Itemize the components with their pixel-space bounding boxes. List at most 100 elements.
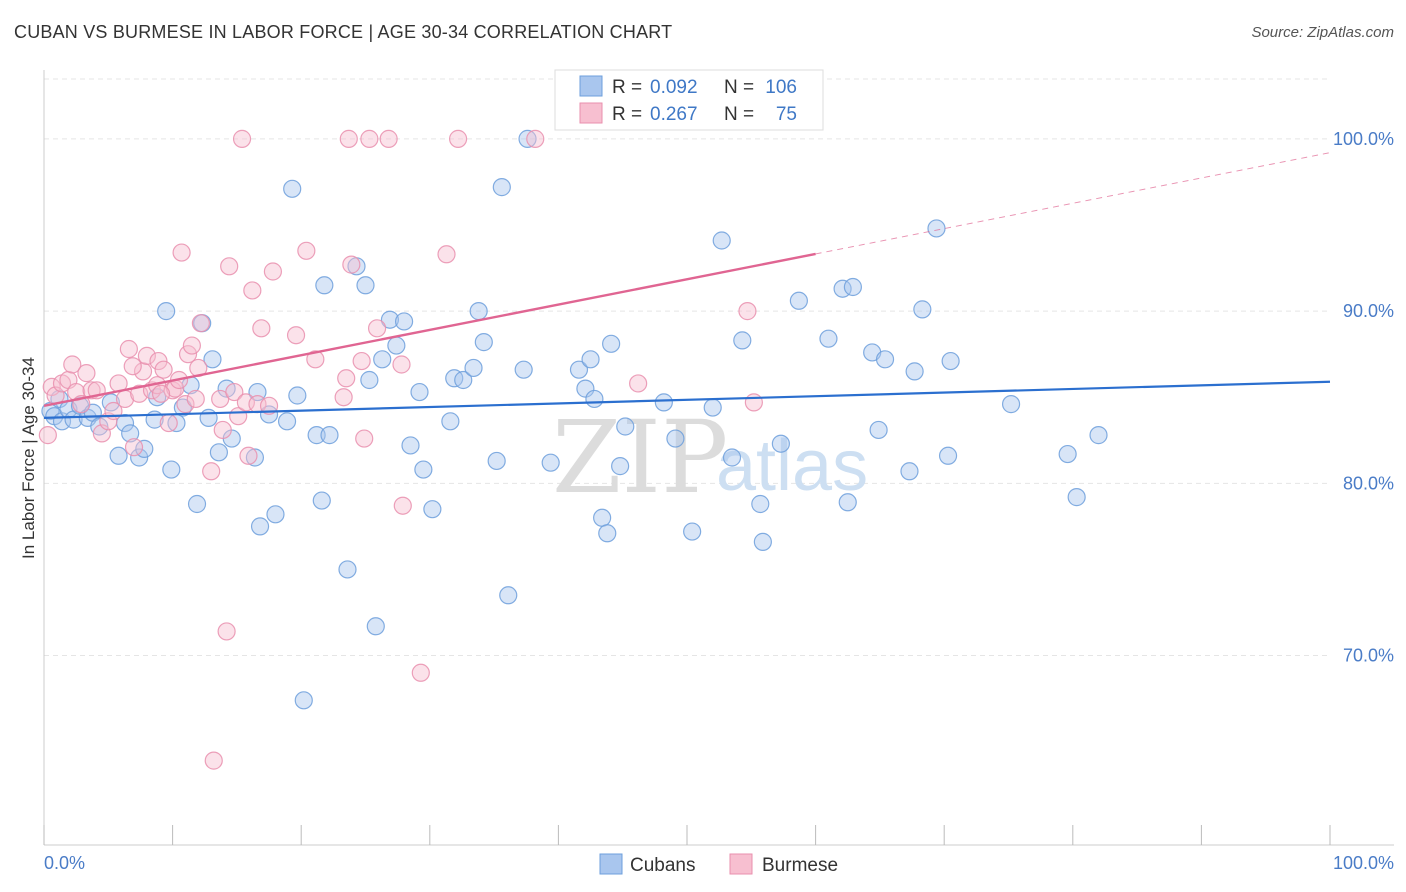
watermark-zip: ZIP <box>552 399 728 516</box>
burmese-trend-extension <box>815 152 1331 255</box>
cubans-point <box>366 617 385 636</box>
cubans-point <box>1067 488 1086 507</box>
cubans-point <box>927 219 946 238</box>
cubans-point <box>602 334 621 353</box>
burmese-point <box>243 281 262 300</box>
burmese-point <box>236 393 256 412</box>
cubans-point <box>387 336 406 355</box>
burmese-r-value: 0.267 <box>650 104 698 125</box>
burmese-point <box>159 413 178 433</box>
cubans-point <box>941 351 960 371</box>
tick-labels: 70.0% 80.0% 90.0% 100.0% 0.0% 100.0% <box>44 129 1394 873</box>
cubans-point <box>611 457 630 476</box>
x-tick-label-right: 100.0% <box>1333 853 1394 873</box>
cubans-point <box>581 350 600 369</box>
cubans-point <box>454 370 473 390</box>
burmese-point <box>738 302 757 321</box>
cubans-point <box>875 350 895 369</box>
cubans-point <box>733 331 752 350</box>
cubans-swatch <box>579 75 603 97</box>
cubans-point <box>469 302 488 321</box>
burmese-trend-line <box>43 252 816 408</box>
cubans-point <box>209 443 228 462</box>
burmese-point <box>352 351 371 371</box>
cubans-point <box>751 494 770 514</box>
cubans-point <box>423 500 442 519</box>
cubans-n-label: N = <box>724 77 754 98</box>
burmese-point <box>202 462 221 481</box>
burmese-point <box>119 339 138 359</box>
cubans-point <box>266 505 285 524</box>
burmese-point <box>360 129 379 148</box>
burmese-point <box>225 382 244 402</box>
cubans-point <box>445 369 464 388</box>
burmese-point <box>629 374 648 393</box>
burmese-point <box>178 345 198 364</box>
bottom-legend: Cubans Burmese <box>599 853 838 876</box>
y-axis-title: In Labor Force | Age 30-34 <box>19 357 38 559</box>
burmese-point <box>306 350 325 369</box>
cubans-point <box>187 494 207 514</box>
burmese-point <box>124 438 144 457</box>
burmese-point <box>232 129 252 148</box>
watermark-atlas: atlas <box>716 426 868 506</box>
burmese-point <box>217 622 236 641</box>
burmese-point <box>252 319 271 338</box>
burmese-point <box>182 336 201 355</box>
burmese-point <box>137 346 156 365</box>
cubans-point <box>245 448 265 467</box>
burmese-point <box>204 751 223 770</box>
burmese-point <box>154 360 173 379</box>
burmese-point <box>123 357 142 376</box>
chart-source: Source: ZipAtlas.com <box>1251 24 1394 41</box>
cubans-point <box>320 426 339 445</box>
burmese-point <box>220 257 239 276</box>
burmese-point <box>239 446 258 465</box>
cubans-point <box>771 434 790 453</box>
burmese-point <box>339 129 358 148</box>
cubans-point <box>294 691 313 710</box>
burmese-r-label: R = <box>612 104 642 125</box>
cubans-point <box>373 350 392 369</box>
burmese-point <box>176 395 195 414</box>
burmese-point <box>411 663 430 682</box>
legend-cubans-label: Cubans <box>630 855 696 876</box>
cubans-point <box>360 370 379 390</box>
burmese-point <box>38 426 57 445</box>
cubans-point <box>199 408 218 427</box>
cubans-point <box>410 382 429 402</box>
cubans-point <box>315 276 334 295</box>
burmese-point <box>186 389 205 409</box>
cubans-point <box>703 398 722 417</box>
cubans-point <box>203 350 222 369</box>
burmese-n-label: N = <box>724 104 754 125</box>
cubans-point <box>654 393 673 412</box>
chart-title: CUBAN VS BURMESE IN LABOR FORCE | AGE 30… <box>14 22 673 42</box>
cubans-points <box>41 129 1108 710</box>
burmese-point <box>744 393 763 412</box>
cubans-r-value: 0.092 <box>650 77 698 98</box>
cubans-point <box>843 277 862 297</box>
cubans-point <box>869 420 888 440</box>
cubans-n-value: 106 <box>765 77 797 98</box>
cubans-point <box>576 379 595 398</box>
cubans-point <box>598 524 617 543</box>
cubans-point <box>585 389 604 409</box>
cubans-point <box>569 360 589 379</box>
cubans-point <box>414 460 433 479</box>
y-tick-label: 80.0% <box>1343 473 1394 493</box>
burmese-point <box>367 319 387 338</box>
cubans-point <box>157 302 176 321</box>
cubans-point <box>288 386 307 405</box>
cubans-point <box>938 446 958 465</box>
burmese-point <box>149 351 168 371</box>
cubans-point <box>492 178 511 197</box>
cubans-point <box>1058 444 1077 464</box>
cubans-point <box>394 312 414 331</box>
burmese-point <box>172 243 191 262</box>
cubans-point <box>518 129 537 148</box>
burmese-point <box>379 129 398 148</box>
cubans-point <box>819 329 838 348</box>
burmese-n-value: 75 <box>776 104 797 125</box>
cubans-point <box>338 560 357 579</box>
